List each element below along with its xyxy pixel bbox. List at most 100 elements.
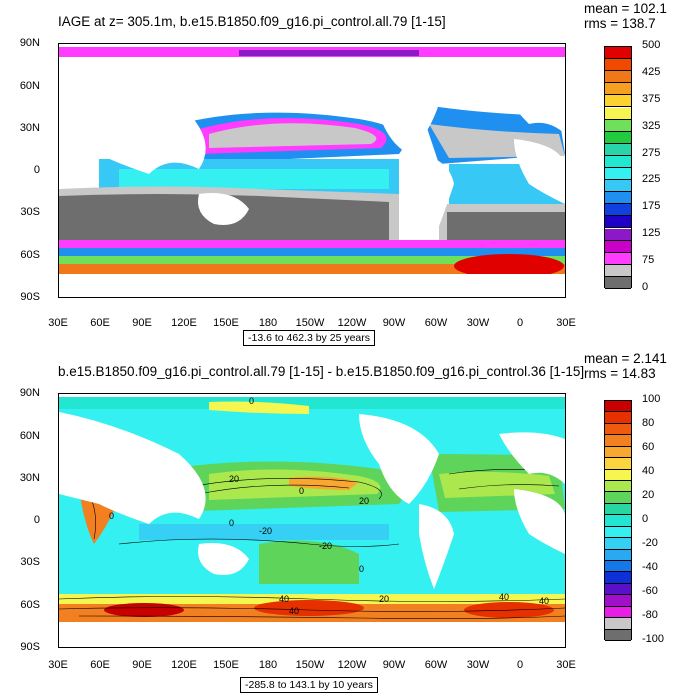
contour-label: 40: [539, 596, 549, 606]
colorbar-cell: [605, 561, 631, 573]
equatorial-band: [139, 524, 389, 540]
south-atlantic-dark: [447, 212, 565, 242]
contour-label: 20: [229, 474, 239, 484]
lat-label: 30S: [20, 556, 40, 568]
colorbar-cell: [605, 469, 631, 481]
colorbar: [604, 400, 632, 641]
lon-label: 90W: [382, 659, 406, 671]
lon-label: 90W: [382, 317, 406, 329]
europe-land: [499, 82, 565, 134]
lon-label: 60W: [424, 317, 448, 329]
lon-label: 150W: [295, 317, 325, 329]
colorbar-label: 425: [642, 65, 661, 78]
colorbar-cell: [605, 95, 631, 108]
colorbar-cell: [605, 492, 631, 504]
weddell-anomaly: [454, 254, 564, 278]
colorbar-label: 20: [642, 489, 655, 501]
colorbar-label: 175: [642, 200, 661, 213]
mean-value: mean = 2.141: [584, 351, 667, 366]
ocean-map: 0 20 0 20 0 0 -20 -20 0 40 20 40 40 40: [58, 393, 566, 648]
south-america-land: [419, 154, 454, 239]
colorbar-label: 100: [642, 393, 661, 405]
contour-label: -20: [319, 541, 332, 551]
lon-label: 90E: [132, 317, 152, 329]
colorbar-cell: [605, 446, 631, 459]
colorbar-cell: [605, 412, 631, 424]
colorbar-cell: [605, 503, 631, 516]
lon-label: 0: [516, 317, 524, 329]
colorbar-cell: [605, 526, 631, 539]
colorbar-label: 500: [642, 39, 661, 51]
contour-label: 0: [299, 486, 304, 496]
colorbar-cell: [605, 216, 631, 229]
lat-label: 90S: [20, 641, 40, 653]
lon-label: 60E: [90, 317, 110, 329]
colorbar-label: -60: [642, 585, 658, 597]
antarctica-land: [59, 624, 565, 647]
lon-label: 180: [258, 317, 278, 329]
southern-band-1: [59, 240, 565, 248]
colorbar-label: 325: [642, 119, 661, 132]
southern-band-2: [59, 248, 565, 256]
colorbar-cell: [605, 119, 631, 132]
contour-label: 0: [249, 396, 254, 406]
colorbar-label: 80: [642, 417, 655, 429]
contour-label: 20: [379, 594, 389, 604]
colorbar-cell: [605, 240, 631, 253]
colorbar-cell: [605, 264, 631, 277]
lat-label: 90S: [20, 291, 40, 303]
arctic-band: [59, 397, 565, 409]
panel-stats: mean = 102.1 rms = 138.7: [584, 1, 667, 31]
colorbar-label: 60: [642, 441, 655, 453]
colorbar-cell: [605, 71, 631, 84]
colorbar-cell: [605, 59, 631, 72]
north-america-land: [359, 414, 439, 504]
lat-label: 0: [33, 514, 40, 526]
lat-label: 60N: [19, 430, 40, 442]
mean-value: mean = 102.1: [584, 1, 667, 16]
colorbar-cell: [605, 168, 631, 181]
arctic-band-inner: [239, 50, 419, 56]
colorbar: [604, 46, 632, 289]
colorbar-cell: [605, 595, 631, 607]
lon-label: 60W: [424, 659, 448, 671]
colorbar-cell: [605, 583, 631, 596]
ocean-map: [58, 43, 566, 298]
lon-label: 30W: [466, 659, 490, 671]
lat-label: 30N: [19, 122, 40, 134]
north-pacific-peak: [289, 476, 359, 490]
colorbar-label: -80: [642, 609, 658, 621]
colorbar-cell: [605, 155, 631, 168]
colorbar-cell: [605, 47, 631, 60]
antarctica-land: [59, 274, 565, 297]
colorbar-cell: [605, 180, 631, 193]
lon-label: 60E: [90, 659, 110, 671]
colorbar-cell: [605, 515, 631, 527]
lon-label: 120W: [337, 659, 367, 671]
lat-label: 90N: [19, 387, 40, 399]
southern-red-2: [254, 600, 364, 616]
colorbar-label: 275: [642, 146, 661, 159]
colorbar-label: 40: [642, 465, 655, 477]
colorbar-label: -20: [642, 537, 658, 549]
colorbar-label: -40: [642, 561, 658, 573]
bottom-panel: b.e15.B1850.f09_g16.pi_control.all.79 [1…: [0, 350, 700, 700]
lat-label: 30S: [20, 206, 40, 218]
colorbar-cell: [605, 538, 631, 550]
lon-label: 120E: [171, 659, 197, 671]
lat-label: 30N: [19, 472, 40, 484]
colorbar-cell: [605, 192, 631, 205]
colorbar-cell: [605, 401, 631, 413]
south-america-land: [419, 504, 454, 589]
lon-label: 150E: [213, 659, 239, 671]
lon-label: 180: [258, 659, 278, 671]
colorbar-cell: [605, 143, 631, 156]
north-america-land: [359, 64, 439, 154]
lon-label: 150E: [213, 317, 239, 329]
colorbar-cell: [605, 276, 631, 289]
colorbar-cell: [605, 549, 631, 561]
africa-land: [514, 139, 565, 204]
top-panel: IAGE at z= 305.1m, b.e15.B1850.f09_g16.p…: [19, 1, 667, 346]
colorbar-cell: [605, 131, 631, 144]
contour-label: 40: [279, 594, 289, 604]
